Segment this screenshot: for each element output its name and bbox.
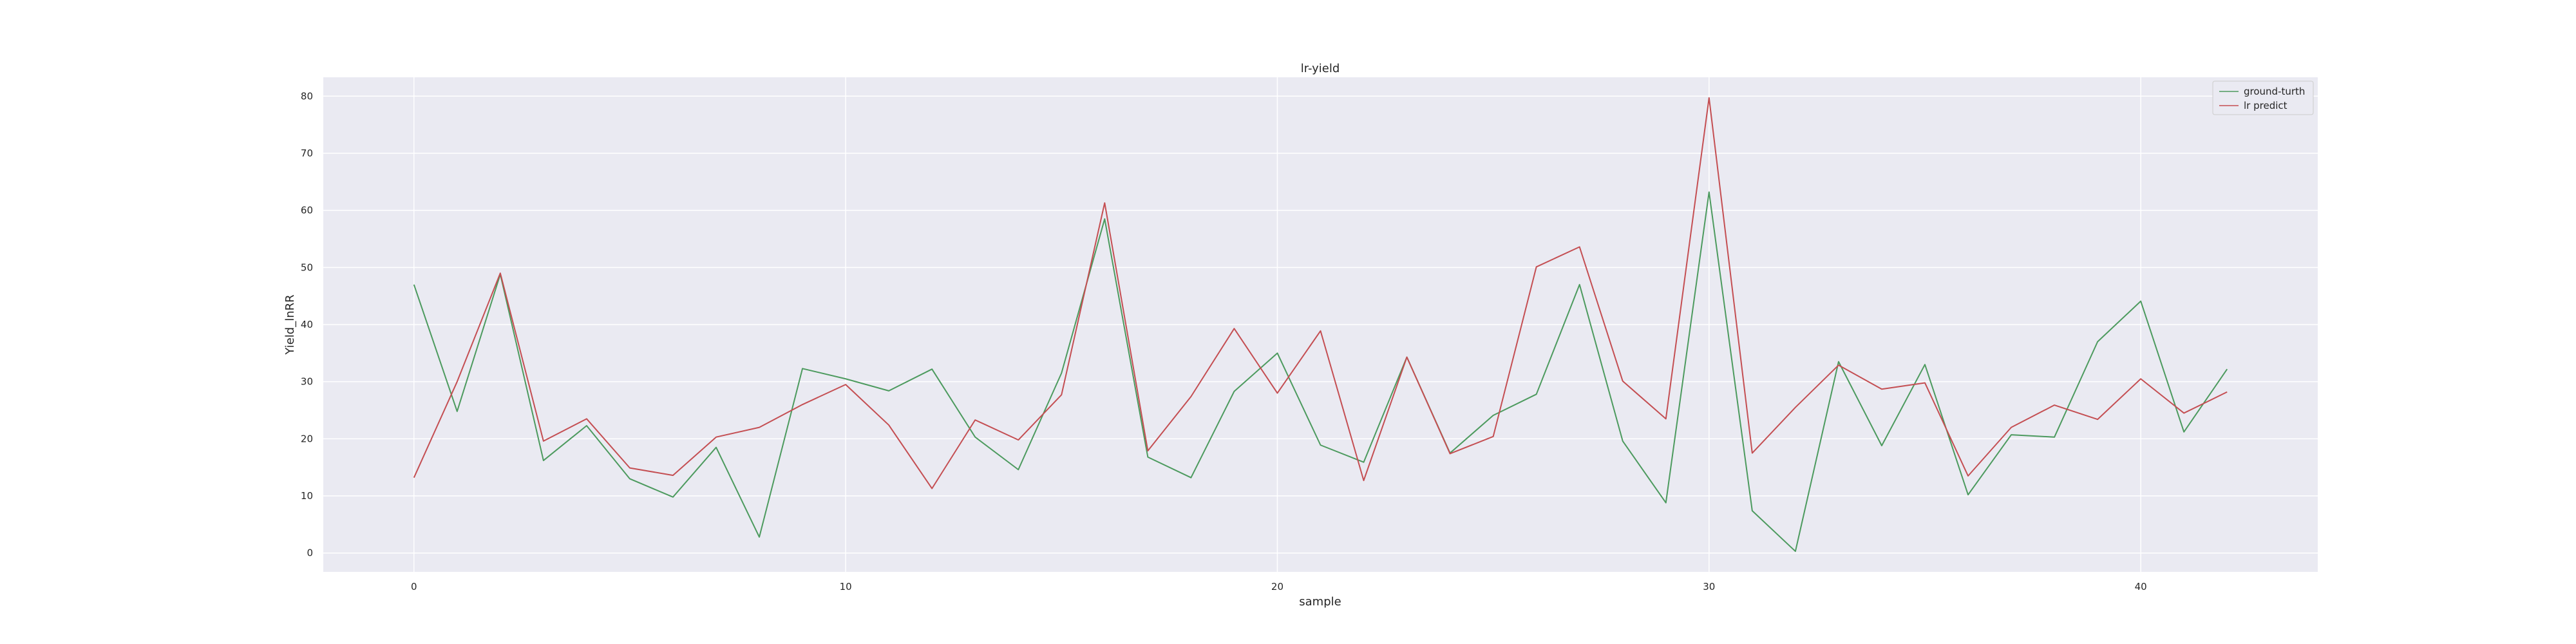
series-group — [413, 97, 2228, 553]
y-tick-label: 0 — [307, 547, 313, 559]
x-tick-label: 30 — [1703, 581, 1715, 592]
legend: ground-turth lr predict — [2212, 80, 2314, 115]
grid — [323, 77, 2318, 572]
y-tick-label: 80 — [301, 90, 313, 102]
y-tick-label: 60 — [301, 205, 313, 216]
chart-title: lr-yield — [1301, 62, 1340, 75]
y-tick-label: 10 — [301, 490, 313, 502]
y-tick-label: 30 — [301, 376, 313, 388]
x-tick-label: 10 — [840, 581, 852, 592]
x-tick-label: 40 — [2135, 581, 2147, 592]
y-tick-label: 50 — [301, 261, 313, 273]
y-tick-label: 20 — [301, 433, 313, 444]
legend-label-ground-turth: ground-turth — [2244, 86, 2305, 97]
legend-box — [2212, 80, 2314, 115]
x-tick-label: 0 — [411, 581, 417, 592]
x-tick-label: 20 — [1271, 581, 1283, 592]
ticks: 0 10 20 30 40 50 60 70 80 0 10 20 30 40 — [301, 90, 2147, 592]
series-line-lr-predict — [413, 97, 2228, 489]
y-axis-label: Yield_lnRR — [283, 294, 297, 355]
series-line-ground-turth — [413, 191, 2228, 553]
y-tick-label: 70 — [301, 147, 313, 159]
x-axis-label: sample — [1299, 595, 1341, 609]
legend-label-lr-predict: lr predict — [2244, 100, 2287, 111]
y-tick-label: 40 — [301, 319, 313, 330]
